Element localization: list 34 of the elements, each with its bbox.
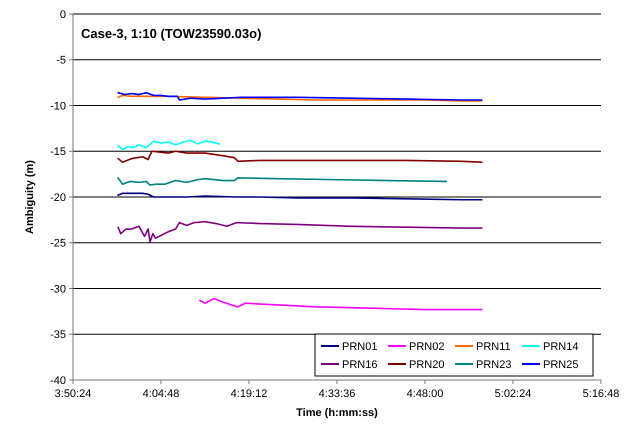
x-tick-label: 4:33:36	[318, 388, 356, 400]
y-axis-title: Ambiguity (m)	[24, 160, 36, 234]
text: Case-3, 1:10 (TOW23590.03o)	[81, 26, 262, 41]
legend-label: PRN20	[409, 358, 444, 371]
x-tick-label: 4:48:00	[406, 388, 444, 400]
legend-label: PRN01	[342, 340, 378, 353]
y-tick-label: -5	[56, 54, 66, 67]
y-tick-label: -20	[50, 192, 66, 204]
y-tick-label: -15	[50, 146, 66, 158]
legend-label: PRN11	[476, 340, 511, 353]
legend-label: PRN25	[543, 358, 578, 371]
line-series	[117, 192, 483, 201]
x-tick-label: 5:02:24	[494, 388, 532, 400]
line-series	[117, 220, 483, 243]
x-tick-label: 5:16:48	[582, 388, 620, 400]
y-tick-label: 0	[60, 8, 66, 21]
x-tick-label: 4:04:48	[142, 388, 180, 400]
y-tick-label: -25	[50, 238, 66, 250]
line-series	[199, 298, 483, 310]
legend-label: PRN23	[476, 358, 512, 371]
y-tick-label: -35	[50, 329, 66, 342]
y-tick-label: -30	[50, 283, 66, 296]
legend-label: PRN14	[543, 340, 578, 353]
line-series	[117, 92, 483, 101]
y-tick-label: -10	[50, 100, 66, 112]
line-series	[117, 176, 448, 186]
x-tick-label: 4:19:12	[230, 388, 268, 400]
y-tick-label: -40	[50, 374, 66, 387]
legend-label: PRN16	[342, 358, 378, 371]
legend-label: PRN02	[409, 340, 444, 353]
line-series	[117, 139, 220, 150]
x-axis-title: Time (h:mm:ss)	[296, 407, 378, 419]
x-tick-label: 3:50:24	[54, 388, 92, 400]
line-series	[117, 150, 483, 164]
